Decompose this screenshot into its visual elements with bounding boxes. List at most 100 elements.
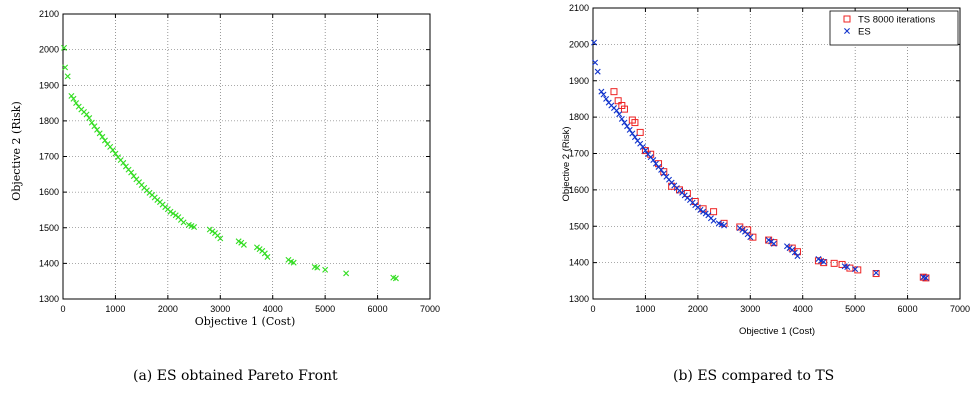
- chart-1-ytick-label: 1600: [569, 185, 589, 195]
- chart-1-series-1-point: [844, 264, 851, 270]
- chart-1-ytick-label: 1800: [569, 112, 589, 122]
- chart-1-series-1-point: [794, 253, 801, 260]
- chart-1-xtick-label: 0: [590, 304, 595, 314]
- chart-1-legend-marker-0: [843, 15, 851, 23]
- chart-0-ytick-label: 2100: [39, 9, 59, 19]
- chart-1-legend-box: [829, 10, 959, 46]
- chart-b-xlabel: Objective 1 (Cost): [739, 326, 815, 337]
- chart-0-series-0-point: [217, 235, 224, 242]
- chart-a-xlabel: Objective 1 (Cost): [195, 315, 295, 328]
- chart-1-series-1-point: [739, 226, 746, 233]
- chart-0-series-0-point: [99, 133, 106, 140]
- chart-0-series-0-point: [83, 111, 90, 118]
- chart-0-series-0-point: [314, 264, 321, 271]
- chart-1-series-0-point: [710, 208, 718, 216]
- chart-1-series-0-point: [744, 226, 752, 234]
- chart-0-series-0-point: [240, 241, 247, 248]
- chart-0-xtick-label: 5000: [315, 304, 335, 314]
- chart-0-series-0-point: [128, 169, 135, 176]
- chart-1-xtick-label: 1000: [635, 304, 655, 314]
- chart-1-series-1-point: [650, 157, 657, 164]
- chart-1-series-1-point: [629, 130, 636, 137]
- chart-1-series-1-point: [820, 258, 827, 265]
- chart-1-series-1-point: [621, 119, 628, 126]
- chart-1-series-1-point: [783, 243, 790, 250]
- chart-1-series-1-point: [631, 134, 638, 141]
- chart-1-series-1-point: [922, 274, 929, 281]
- chart-0-series-0-point: [112, 150, 119, 157]
- chart-0-ytick-label: 1700: [39, 152, 59, 162]
- chart-0-series-0-point: [209, 228, 216, 235]
- chart-1-series-1-point: [702, 210, 709, 217]
- chart-0-series-0-point: [191, 224, 198, 231]
- chart-0-ytick-label: 1400: [39, 258, 59, 268]
- chart-1-series-0-point: [641, 147, 649, 155]
- chart-1-xtick-label: 4000: [793, 304, 813, 314]
- chart-1-xtick-label: 6000: [898, 304, 918, 314]
- chart-0-series-0-point: [392, 275, 399, 282]
- chart-1-series-0-point: [830, 259, 838, 267]
- chart-1-series-0-point: [676, 186, 684, 194]
- chart-0-xtick-label: 4000: [263, 304, 283, 314]
- chart-1-series-1-point: [786, 245, 793, 252]
- chart-1-series-0-point: [614, 97, 622, 105]
- chart-0-ytick-label: 1300: [39, 294, 59, 304]
- chart-0-xtick-label: 2000: [158, 304, 178, 314]
- chart-0-series-0-point: [172, 212, 179, 219]
- chart-1-xtick-label: 2000: [688, 304, 708, 314]
- chart-1-ytick-label: 2100: [569, 3, 589, 13]
- chart-1-series-1-point: [624, 123, 631, 130]
- chart-1-ytick-label: 1300: [569, 294, 589, 304]
- chart-0-series-0-point: [264, 253, 271, 260]
- chart-0-series-0-point: [61, 44, 68, 51]
- chart-1-series-1-point: [658, 166, 665, 173]
- chart-1-series-1-point: [603, 95, 610, 102]
- chart-0-series-0-point: [120, 159, 127, 166]
- chart-1-series-1-point: [592, 59, 599, 66]
- chart-1-series-1-point: [613, 107, 620, 114]
- chart-1-series-0-point: [736, 223, 744, 231]
- chart-1-series-1-point: [598, 88, 605, 95]
- chart-0-ytick-label: 1500: [39, 223, 59, 233]
- chart-1-series-1-point: [697, 206, 704, 213]
- chart-1-ytick-label: 1700: [569, 149, 589, 159]
- chart-1-series-1-point: [721, 222, 728, 229]
- chart-0-series-0-point: [167, 208, 174, 215]
- chart-1-legend-label-0: TS 8000 iterations: [858, 15, 935, 26]
- chart-0-series-0-point: [256, 246, 263, 253]
- chart-0-series-0-point: [94, 126, 101, 133]
- chart-1-series-1-point: [618, 115, 625, 122]
- chart-1-series-1-point: [770, 240, 777, 247]
- chart-1-series-1-point: [642, 147, 649, 154]
- chart-0-series-0-point: [290, 259, 297, 266]
- chart-1-series-1-point: [600, 91, 607, 98]
- chart-1-series-0-point: [631, 119, 639, 127]
- chart-1-ytick-label: 2000: [569, 39, 589, 49]
- chart-0-series-0-point: [170, 210, 177, 217]
- chart-1-series-1-point: [594, 68, 601, 75]
- chart-1-legend-label-1: ES: [858, 27, 871, 38]
- chart-1-series-1-point: [616, 111, 623, 118]
- chart-0-xtick-label: 1000: [105, 304, 125, 314]
- chart-1-series-1-point: [591, 39, 598, 46]
- chart-0-series-0-point: [206, 226, 213, 233]
- chart-1-series-1-point: [710, 217, 717, 224]
- chart-0-series-0-point: [343, 270, 350, 277]
- chart-1-series-1-point: [736, 225, 743, 232]
- chart-0-series-0-point: [62, 64, 69, 71]
- chart-a-ylabel: Objective 2 (Risk): [10, 101, 23, 201]
- chart-0-series-0-point: [86, 115, 93, 122]
- chart-0-ytick-label: 1900: [39, 80, 59, 90]
- chart-0-series-0-point: [285, 256, 292, 263]
- chart-1-series-0-point: [610, 88, 618, 96]
- chart-0-xtick-label: 6000: [368, 304, 388, 314]
- chart-0-series-0-point: [253, 244, 260, 251]
- chart-1-ytick-label: 1400: [569, 258, 589, 268]
- chart-0-series-0-point: [64, 73, 71, 80]
- chart-1-series-1-point: [700, 208, 707, 215]
- chart-1-series-1-point: [747, 234, 754, 241]
- chart-1-series-0-point: [620, 105, 628, 113]
- chart-0-series-0-point: [101, 137, 108, 144]
